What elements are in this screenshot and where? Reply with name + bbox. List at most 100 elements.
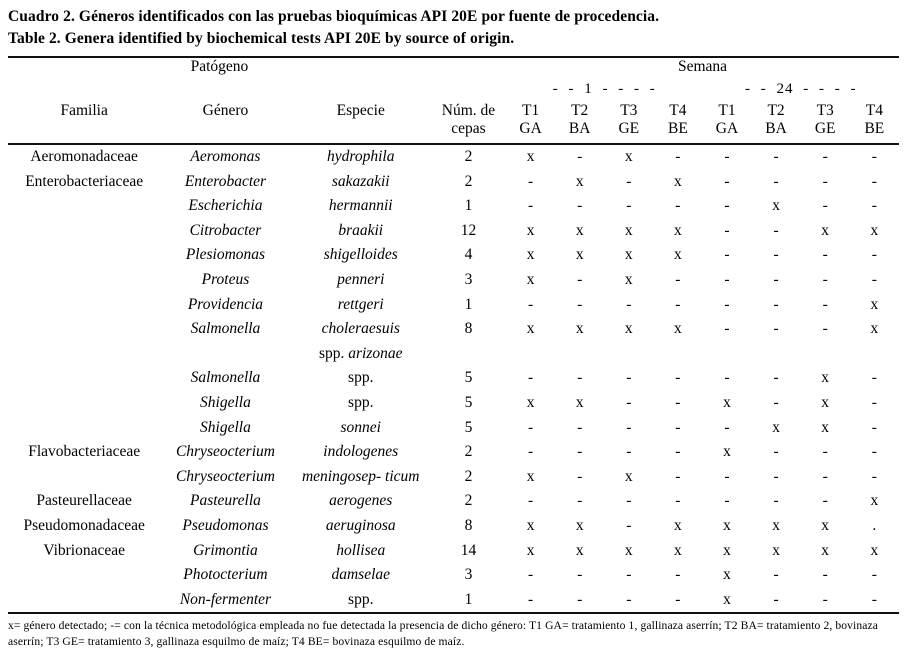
familia-cell: Aeromonadaceae xyxy=(30,148,138,165)
result-cell: x xyxy=(674,320,682,338)
result-cell: - xyxy=(675,393,681,411)
especie-cell: hydrophila xyxy=(291,144,431,170)
genero-cell: Photocterium xyxy=(183,566,268,584)
table-row: Salmonella choleraesuis spp. arizonae 8 x x x x… xyxy=(8,317,899,366)
result-cell: x xyxy=(624,320,633,338)
especie-cell: sonnei xyxy=(291,416,431,441)
result-cell: - xyxy=(871,197,877,215)
result-cell: - xyxy=(724,418,730,436)
result-cell: - xyxy=(724,221,730,239)
result-cell: x xyxy=(870,492,879,510)
result-cell: x xyxy=(821,393,830,411)
especie-cell: sakazakii xyxy=(291,170,431,195)
result-cell: - xyxy=(675,467,681,485)
result-cell: - xyxy=(626,492,632,510)
result-cell: x xyxy=(575,320,584,338)
result-cell: - xyxy=(577,590,583,608)
familia-cell: Vibrionaceae xyxy=(43,541,125,559)
especie-cell: spp. xyxy=(291,366,431,391)
result-cell: - xyxy=(871,443,877,461)
result-cell: - xyxy=(773,246,779,264)
header-week-24: - - 24 - - - - xyxy=(744,81,857,97)
result-cell: x xyxy=(624,246,633,264)
result-cell: x xyxy=(526,467,535,485)
species-roman-text: spp. xyxy=(318,344,345,362)
especie-cell: spp. xyxy=(291,391,431,416)
header-columns-row-1: Familia Género Especie Núm. de T1 T2 T3 … xyxy=(8,98,899,120)
result-cell: - xyxy=(871,566,877,584)
header-t3-ge-wk24-sub: GE xyxy=(800,120,850,145)
result-cell: - xyxy=(577,418,583,436)
species-roman-text: spp. xyxy=(348,590,374,608)
genero-cell: Plesiomonas xyxy=(185,246,266,264)
genero-cell: Pseudomonas xyxy=(182,516,269,534)
genero-cell: Shigella xyxy=(200,418,251,436)
cepas-cell: 1 xyxy=(464,590,473,608)
header-columns-row-2: cepas GA BA GE BE GA BA GE BE xyxy=(8,120,899,145)
result-cell: x xyxy=(575,172,584,190)
especie-line: meningosep- ticum xyxy=(291,465,431,490)
species-italic-text: meningosep- ticum xyxy=(301,467,420,485)
header-t2-ba-wk24: T2 xyxy=(767,102,785,119)
header-t1-ga-wk24: T1 xyxy=(718,102,736,119)
result-cell: - xyxy=(577,369,583,387)
familia-cell xyxy=(8,465,160,490)
cepas-cell: 12 xyxy=(460,221,477,239)
table-row: Providencia rettgeri 1 - - - - - - - x xyxy=(8,293,899,318)
species-italic-text: sakazakii xyxy=(331,172,390,190)
result-cell: - xyxy=(528,197,534,215)
header-t3-ge-wk1: T3 xyxy=(620,102,638,119)
table-row: Pseudomonadaceae Pseudomonas aeruginosa 8 x x… xyxy=(8,514,899,539)
result-cell: - xyxy=(528,418,534,436)
table-title-english: Table 2. Genera identified by biochemica… xyxy=(8,30,515,47)
result-cell: - xyxy=(871,369,877,387)
species-roman-text: spp. xyxy=(348,369,374,387)
result-cell: - xyxy=(822,467,828,485)
result-cell: - xyxy=(675,369,681,387)
result-cell: . xyxy=(872,516,877,534)
result-cell: - xyxy=(773,393,779,411)
result-cell: x xyxy=(870,221,879,239)
header-week-1: - - 1 - - - - xyxy=(552,81,656,97)
header-cepas: cepas xyxy=(430,120,507,145)
result-cell: - xyxy=(773,295,779,313)
result-cell: x xyxy=(526,393,535,411)
especie-cell: penneri xyxy=(291,268,431,293)
genero-cell: Providencia xyxy=(187,295,264,313)
header-spacer xyxy=(431,57,506,81)
especie-line: choleraesuis xyxy=(291,317,431,342)
species-italic-text: indologenes xyxy=(323,443,399,461)
header-group-row: Patógeno Semana xyxy=(8,57,899,81)
result-cell: - xyxy=(871,418,877,436)
header-t4-be-wk24: T4 xyxy=(865,102,883,119)
header-t4-be-wk24-sub: BE xyxy=(849,120,899,145)
genero-cell: Aeromonas xyxy=(190,148,261,165)
result-cell: - xyxy=(626,418,632,436)
result-cell: - xyxy=(675,590,681,608)
result-cell: x xyxy=(575,393,584,411)
result-cell: x xyxy=(624,221,633,239)
especie-line: sonnei xyxy=(291,416,431,441)
result-cell: - xyxy=(675,148,681,165)
especie-cell: hollisea xyxy=(291,539,431,564)
result-cell: - xyxy=(626,443,632,461)
result-cell: - xyxy=(822,590,828,608)
result-cell: - xyxy=(773,221,779,239)
familia-cell xyxy=(8,293,160,318)
result-cell: - xyxy=(577,492,583,510)
table-row: Aeromonadaceae Aeromonas hydrophila 2 x - x - - -… xyxy=(8,144,899,170)
header-t2-ba-wk24-sub: BA xyxy=(751,120,801,145)
result-cell: - xyxy=(528,443,534,461)
table-row: Enterobacteriaceae Enterobacter sakazakii 2… xyxy=(8,170,899,195)
result-cell: - xyxy=(871,246,877,264)
especie-cell: choleraesuis spp. arizonae xyxy=(291,317,431,366)
result-cell: - xyxy=(577,443,583,461)
result-cell: - xyxy=(773,443,779,461)
header-t4-be-wk1-sub: BE xyxy=(653,120,703,145)
header-t2-ba-wk1-sub: BA xyxy=(555,120,605,145)
table-row: Shigella sonnei 5 - - - - - x x - xyxy=(8,416,899,441)
result-cell: x xyxy=(624,148,633,165)
result-cell: - xyxy=(577,467,583,485)
genero-cell: Salmonella xyxy=(190,320,261,338)
